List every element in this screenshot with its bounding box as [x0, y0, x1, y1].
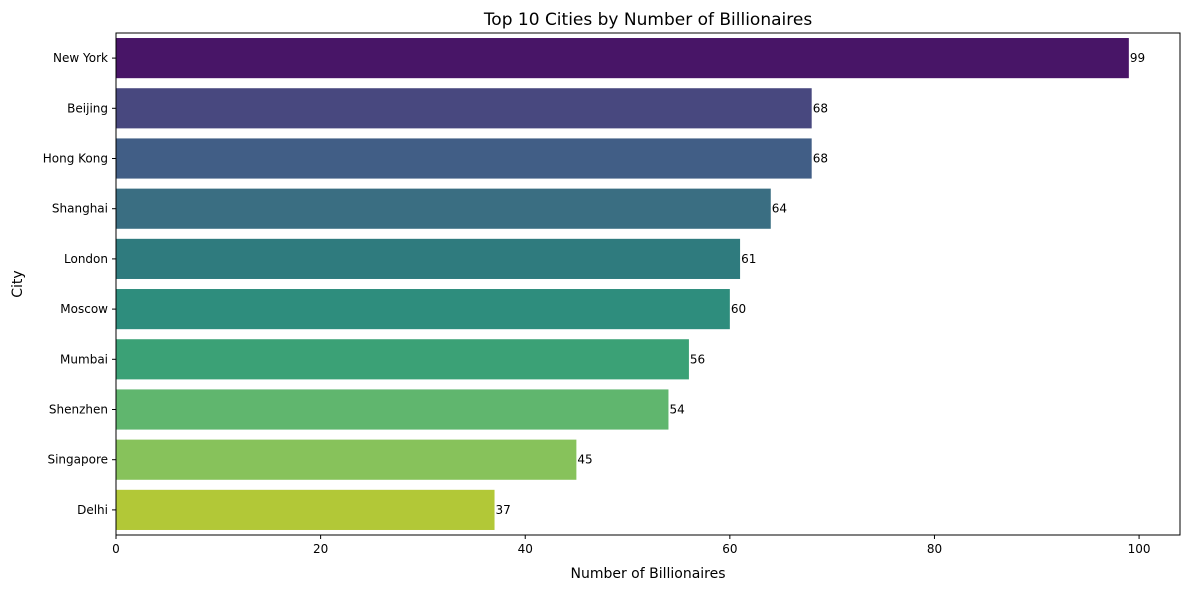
- x-tick-label: 80: [927, 542, 942, 556]
- data-label: 54: [669, 403, 684, 417]
- bars-group: [116, 38, 1129, 530]
- y-tick-label: New York: [53, 51, 108, 65]
- data-label: 68: [813, 152, 828, 166]
- bar-delhi: [116, 489, 495, 530]
- bar-london: [116, 238, 741, 279]
- y-tick-label: Beijing: [67, 101, 108, 115]
- y-axis-title: City: [10, 270, 26, 297]
- y-tick-label: Hong Kong: [43, 152, 108, 166]
- x-tick-label: 20: [313, 542, 328, 556]
- bar-mumbai: [116, 339, 689, 380]
- y-tick-label: Moscow: [60, 302, 108, 316]
- bar-shanghai: [116, 188, 771, 229]
- data-label: 60: [731, 302, 746, 316]
- data-labels: 99 68 68 64 61 60 56 54 45 37: [496, 51, 1146, 517]
- y-tick-label: Delhi: [77, 503, 108, 517]
- y-tick-labels: New York Beijing Hong Kong Shanghai London Mo…: [43, 51, 116, 517]
- data-label: 56: [690, 352, 705, 366]
- data-label: 37: [496, 503, 511, 517]
- plot-frame: [115, 32, 1181, 536]
- chart-title: Top 10 Cities by Number of Billionaires: [483, 10, 813, 30]
- data-label: 68: [813, 101, 828, 115]
- y-tick-label: Singapore: [47, 453, 108, 467]
- bar-singapore: [116, 439, 577, 480]
- x-ticks: 0 20 40 60 80 100: [112, 535, 1151, 556]
- bar-beijing: [116, 88, 812, 129]
- data-label: 45: [577, 453, 592, 467]
- y-tick-label: Mumbai: [60, 352, 108, 366]
- y-tick-label: London: [64, 252, 108, 266]
- x-tick-label: 40: [518, 542, 533, 556]
- y-tick-label: Shenzhen: [49, 403, 108, 417]
- bar-new-york: [116, 38, 1129, 79]
- x-tick-label: 60: [722, 542, 737, 556]
- bar-moscow: [116, 289, 730, 330]
- bar-shenzhen: [116, 389, 669, 430]
- y-tick-label: Shanghai: [52, 202, 108, 216]
- data-label: 99: [1130, 51, 1145, 65]
- x-tick-label: 100: [1128, 542, 1151, 556]
- data-label: 61: [741, 252, 756, 266]
- x-axis-title: Number of Billionaires: [570, 566, 725, 582]
- x-tick-label: 0: [112, 542, 120, 556]
- bar-hong-kong: [116, 138, 812, 179]
- data-label: 64: [772, 202, 787, 216]
